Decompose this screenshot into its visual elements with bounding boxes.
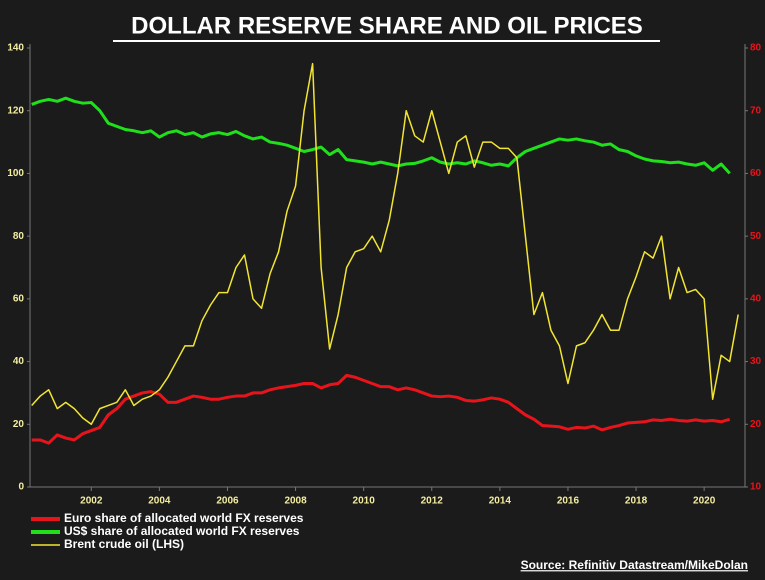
legend-label: Brent crude oil (LHS) xyxy=(64,537,184,551)
legend-label: US$ share of allocated world FX reserves xyxy=(64,524,300,538)
y2-tick-label: 10 xyxy=(750,482,762,493)
x-tick-label: 2020 xyxy=(693,496,716,507)
data-line xyxy=(31,96,731,175)
x-tick-label: 2004 xyxy=(148,496,171,507)
y-tick-label: 20 xyxy=(13,419,25,430)
legend-label: Euro share of allocated world FX reserve… xyxy=(64,511,304,525)
x-tick-label: 2016 xyxy=(557,496,580,507)
x-tick-label: 2010 xyxy=(353,496,376,507)
x-tick-label: 2018 xyxy=(625,496,648,507)
y2-tick-label: 20 xyxy=(750,419,762,430)
y2-tick-label: 30 xyxy=(750,356,762,367)
y-tick-label: 100 xyxy=(7,168,24,179)
source-note: Source: Refinitiv Datastream/MikeDolan xyxy=(521,558,748,572)
x-tick-label: 2008 xyxy=(284,496,307,507)
x-tick-label: 2002 xyxy=(80,496,103,507)
data-line xyxy=(31,373,731,445)
x-tick-label: 2014 xyxy=(489,496,512,507)
y2-tick-label: 80 xyxy=(750,43,762,54)
x-tick-label: 2012 xyxy=(421,496,444,507)
y-tick-label: 80 xyxy=(13,231,25,242)
y2-tick-label: 70 xyxy=(750,105,762,116)
y2-tick-label: 50 xyxy=(750,231,762,242)
y-tick-label: 60 xyxy=(13,293,25,304)
x-tick-label: 2006 xyxy=(216,496,239,507)
y-tick-label: 140 xyxy=(7,43,24,54)
chart-title: DOLLAR RESERVE SHARE AND OIL PRICES xyxy=(131,12,643,39)
y-tick-label: 120 xyxy=(7,105,24,116)
y-tick-label: 0 xyxy=(18,482,24,493)
y-tick-label: 40 xyxy=(13,356,25,367)
data-line xyxy=(31,62,739,426)
y2-tick-label: 40 xyxy=(750,293,762,304)
y2-tick-label: 60 xyxy=(750,168,762,179)
